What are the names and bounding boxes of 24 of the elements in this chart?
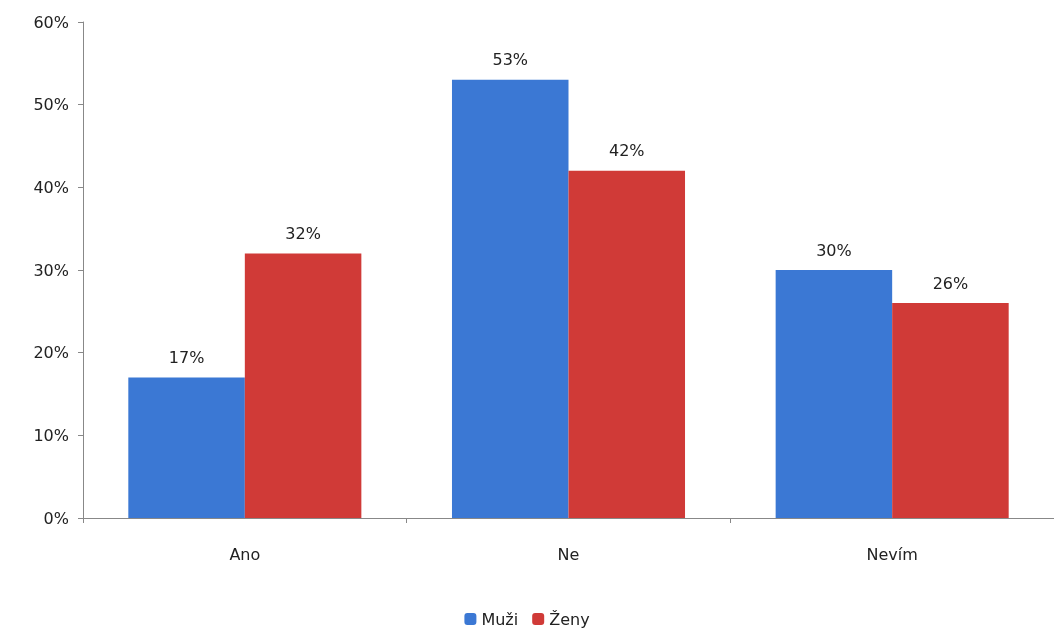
bar (775, 270, 893, 518)
bar (892, 303, 1009, 518)
legend-label: Ženy (549, 609, 590, 629)
x-tick-label: Nevím (866, 544, 918, 564)
y-tick-label: 30% (33, 260, 69, 280)
data-label: 17% (168, 347, 205, 367)
y-tick-label: 0% (43, 508, 69, 528)
data-label: 32% (285, 223, 321, 243)
data-label: 26% (932, 273, 969, 293)
y-tick-label: 50% (33, 95, 69, 115)
data-label: 53% (492, 50, 529, 70)
data-label: 30% (816, 240, 852, 260)
bar (128, 377, 245, 518)
y-tick-label: 10% (33, 425, 69, 445)
bar (451, 79, 569, 518)
x-tick-label: Ne (557, 544, 580, 564)
y-tick-label: 40% (33, 177, 69, 197)
bar (244, 253, 362, 518)
data-label: 42% (608, 141, 645, 161)
bar (568, 170, 686, 518)
x-tick-label: Ano (229, 544, 261, 564)
y-tick-label: 20% (33, 343, 69, 363)
y-tick-label: 60% (33, 12, 69, 32)
legend-label: Muži (481, 609, 519, 629)
